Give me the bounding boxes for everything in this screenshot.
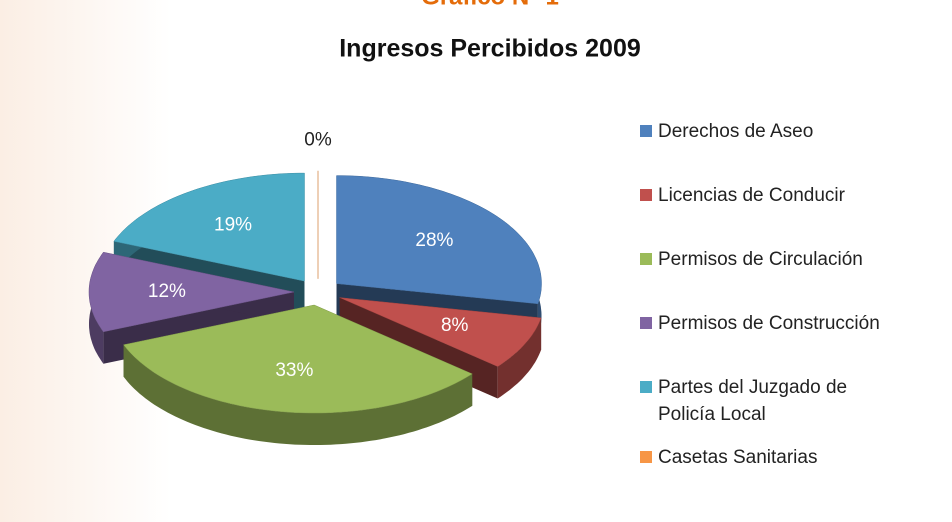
legend-swatch [640,189,652,201]
legend-item: Permisos de Circulación [640,246,945,310]
data-label: 0% [304,130,332,151]
legend-item: Derechos de Aseo [640,118,945,182]
pie: 28% 8% 33% 12% 19% 0% [88,130,542,445]
legend-label: Casetas Sanitarias [658,447,818,468]
slice-side [497,317,542,399]
header: Gráfico N° 1 [421,0,559,10]
chart-title: Ingresos Percibidos 2009 [339,35,641,63]
legend-label: Permisos de Construcción [658,313,880,334]
legend-item: Casetas Sanitarias [640,444,945,508]
legend-swatch [640,253,652,265]
data-label: 19% [214,215,252,236]
slice [123,304,473,414]
data-label: 12% [148,281,186,302]
legend-swatch [640,125,652,137]
slice-side [123,344,473,445]
slice [113,172,305,282]
legend-label: Partes del Juzgado de Policía Local [658,377,848,425]
legend-item: Partes del Juzgado de Policía Local [640,374,945,444]
legend-swatch [640,317,652,329]
legend-label: Permisos de Circulación [658,249,863,270]
slice [336,175,542,305]
data-label: 8% [441,315,469,336]
data-label: 33% [275,360,313,381]
legend-label: Derechos de Aseo [658,121,814,142]
legend: Derechos de Aseo Licencias de Conducir Per… [640,118,945,508]
slice [88,251,295,333]
legend-label: Licencias de Conducir [658,185,845,206]
slice [339,297,542,367]
legend-item: Permisos de Construcción [640,310,945,374]
legend-item: Licencias de Conducir [640,182,945,246]
legend-swatch [640,381,652,393]
legend-swatch [640,451,652,463]
data-label: 28% [415,230,453,251]
